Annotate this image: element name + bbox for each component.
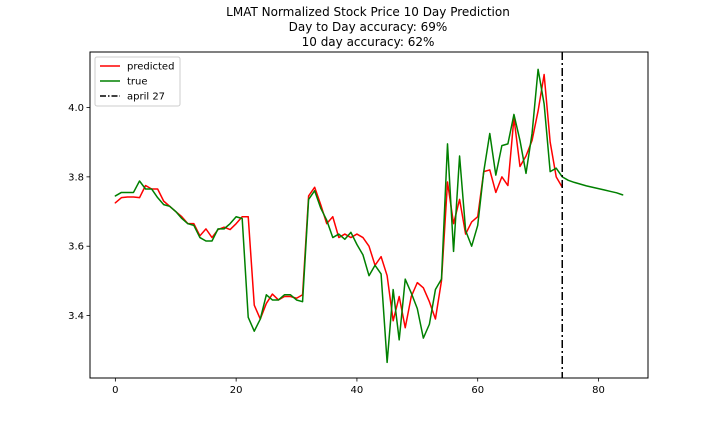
y-tick-label: 4.0 <box>68 103 84 114</box>
y-tick-label: 3.4 <box>68 311 84 322</box>
title-block: LMAT Normalized Stock Price 10 Day Predi… <box>226 5 510 49</box>
chart-subtitle-line-1: Day to Day accuracy: 69% <box>289 20 448 34</box>
legend-label-true: true <box>127 77 148 88</box>
x-tick-label: 40 <box>351 385 364 396</box>
legend-label-vline: april 27 <box>127 92 165 103</box>
x-axis: 0 20 40 60 80 <box>112 378 605 396</box>
y-tick-label: 3.8 <box>68 172 84 183</box>
series-line-true <box>114 68 624 364</box>
legend: predicted true april 27 <box>94 56 181 107</box>
x-tick-label: 80 <box>592 385 605 396</box>
legend-label-predicted: predicted <box>127 62 174 73</box>
series-layer <box>114 68 624 364</box>
y-axis: 3.4 3.6 3.8 4.0 <box>68 103 90 322</box>
plot-frame <box>89 51 649 379</box>
series-line-predicted <box>114 73 563 329</box>
legend-box <box>94 56 181 107</box>
x-tick-label: 0 <box>112 385 118 396</box>
x-tick-label: 60 <box>471 385 484 396</box>
y-tick-label: 3.6 <box>68 242 84 253</box>
x-tick-label: 20 <box>230 385 243 396</box>
chart-title: LMAT Normalized Stock Price 10 Day Predi… <box>226 5 510 19</box>
chart-subtitle-line-2: 10 day accuracy: 62% <box>302 35 435 49</box>
